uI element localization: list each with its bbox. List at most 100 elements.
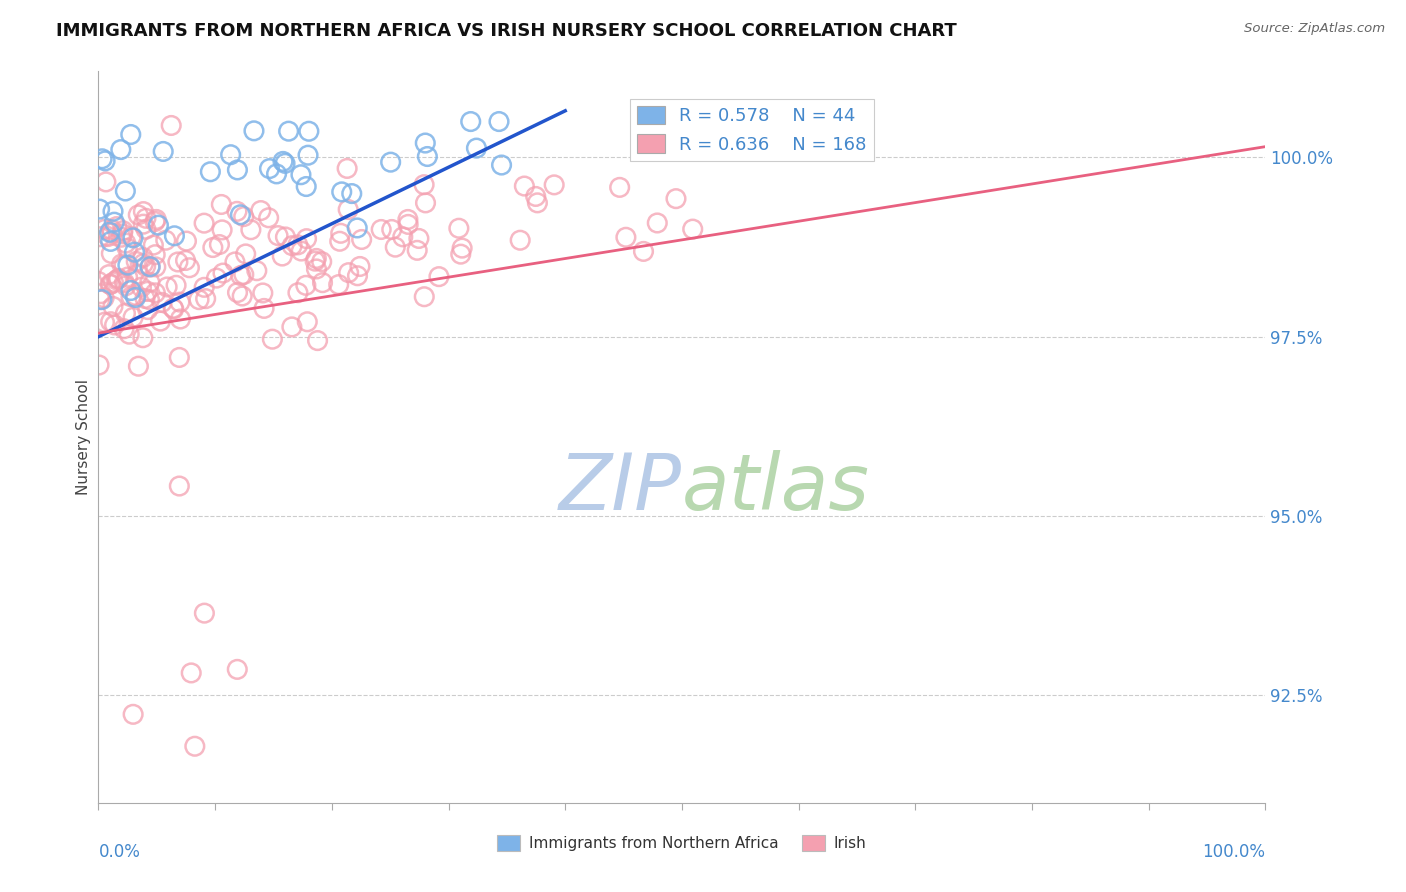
Point bbox=[295, 232, 318, 246]
Point bbox=[89, 229, 111, 244]
Point bbox=[287, 285, 309, 300]
Point bbox=[266, 167, 288, 181]
Point bbox=[262, 332, 284, 346]
Point bbox=[94, 175, 117, 189]
Point bbox=[465, 141, 488, 155]
Point bbox=[201, 241, 224, 255]
Point bbox=[200, 165, 222, 179]
Point bbox=[120, 128, 142, 142]
Point bbox=[381, 222, 404, 236]
Point bbox=[633, 244, 655, 259]
Point bbox=[176, 234, 198, 248]
Point bbox=[110, 230, 132, 244]
Point bbox=[821, 116, 844, 130]
Point bbox=[98, 268, 121, 282]
Point bbox=[101, 226, 124, 240]
Point bbox=[287, 238, 309, 252]
Point bbox=[295, 179, 318, 194]
Point bbox=[165, 278, 187, 293]
Point bbox=[311, 276, 333, 290]
Point bbox=[132, 204, 155, 219]
Point bbox=[450, 247, 472, 261]
Point bbox=[513, 179, 536, 194]
Point bbox=[127, 208, 149, 222]
Point bbox=[120, 229, 142, 244]
Point bbox=[239, 223, 262, 237]
Point bbox=[89, 293, 111, 307]
Point bbox=[232, 268, 254, 282]
Point bbox=[416, 149, 439, 163]
Point bbox=[340, 186, 363, 201]
Point bbox=[163, 301, 186, 316]
Point bbox=[100, 246, 122, 260]
Point bbox=[194, 292, 217, 306]
Point bbox=[111, 227, 134, 241]
Point bbox=[491, 158, 513, 172]
Point bbox=[307, 334, 329, 348]
Point bbox=[100, 277, 122, 292]
Point bbox=[297, 148, 319, 162]
Point bbox=[169, 295, 191, 310]
Point bbox=[120, 284, 142, 298]
Point bbox=[114, 306, 136, 320]
Point bbox=[107, 272, 129, 286]
Point bbox=[451, 241, 474, 255]
Point bbox=[526, 195, 548, 210]
Point bbox=[179, 260, 201, 275]
Point bbox=[145, 285, 167, 300]
Point bbox=[253, 301, 276, 316]
Point bbox=[107, 271, 129, 285]
Point bbox=[252, 285, 274, 300]
Point bbox=[90, 286, 112, 301]
Point bbox=[122, 707, 145, 722]
Point bbox=[93, 315, 115, 329]
Point bbox=[678, 121, 700, 136]
Point bbox=[232, 210, 254, 224]
Point bbox=[98, 277, 121, 292]
Point bbox=[413, 136, 436, 150]
Point bbox=[94, 153, 117, 168]
Point bbox=[87, 358, 110, 372]
Point bbox=[212, 266, 235, 280]
Point bbox=[115, 236, 138, 251]
Point bbox=[349, 260, 371, 274]
Point bbox=[134, 292, 156, 306]
Legend: Immigrants from Northern Africa, Irish: Immigrants from Northern Africa, Irish bbox=[491, 830, 873, 857]
Point bbox=[297, 315, 319, 329]
Point bbox=[139, 260, 162, 274]
Point bbox=[167, 255, 190, 269]
Point bbox=[115, 241, 138, 255]
Point bbox=[329, 227, 352, 241]
Point bbox=[104, 318, 127, 332]
Point bbox=[224, 255, 246, 269]
Point bbox=[135, 211, 157, 226]
Point bbox=[427, 269, 450, 284]
Point bbox=[524, 189, 547, 203]
Point bbox=[90, 293, 112, 307]
Point bbox=[163, 228, 186, 243]
Point bbox=[415, 195, 437, 210]
Point bbox=[290, 168, 312, 182]
Point bbox=[609, 180, 631, 194]
Point bbox=[101, 300, 124, 314]
Point bbox=[336, 161, 359, 176]
Point bbox=[139, 275, 162, 289]
Point bbox=[259, 161, 281, 176]
Point bbox=[396, 212, 419, 227]
Point bbox=[346, 221, 368, 235]
Point bbox=[193, 606, 215, 620]
Point bbox=[139, 260, 162, 274]
Point bbox=[257, 211, 280, 225]
Point bbox=[117, 270, 139, 285]
Point bbox=[135, 222, 157, 236]
Point bbox=[370, 222, 392, 236]
Point bbox=[174, 253, 197, 268]
Point bbox=[717, 138, 740, 153]
Point bbox=[346, 268, 368, 283]
Point bbox=[101, 204, 124, 219]
Point bbox=[87, 275, 110, 289]
Point bbox=[127, 359, 149, 374]
Point bbox=[330, 185, 353, 199]
Point bbox=[396, 218, 419, 232]
Point bbox=[645, 216, 668, 230]
